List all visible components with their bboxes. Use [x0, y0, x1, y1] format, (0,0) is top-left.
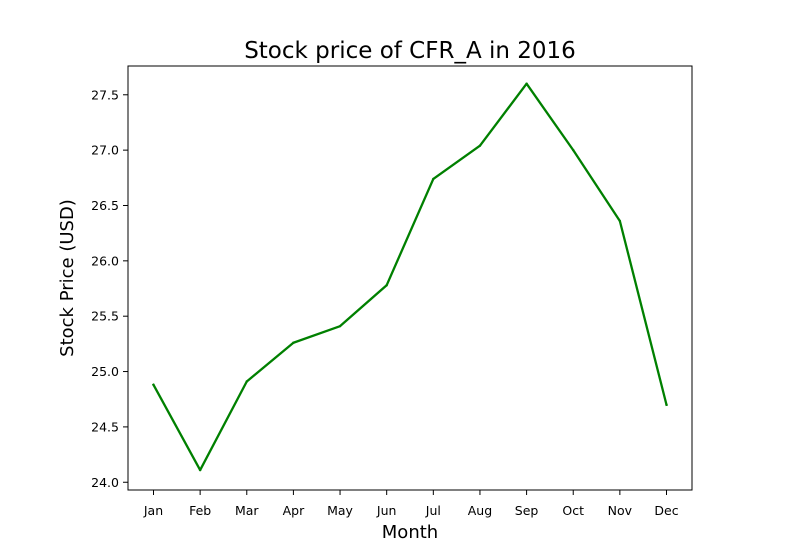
y-axis-title: Stock Price (USD) — [57, 199, 78, 357]
plot-area: 24.0 24.5 25.0 25.5 26.0 26.5 27.0 27.5 Jan Feb M… — [91, 65, 693, 518]
y-tick-label: 26.0 — [91, 253, 119, 268]
data-point — [572, 148, 575, 152]
data-point — [478, 144, 482, 147]
x-tick-label: Feb — [189, 503, 211, 518]
plot-frame — [127, 65, 693, 491]
data-point — [665, 403, 668, 406]
y-tick-label: 27.0 — [91, 143, 119, 158]
x-axis: Jan Feb Mar Apr May Jun Jul Aug Sep Oct Nov Dec — [143, 490, 679, 518]
data-point — [198, 468, 202, 472]
x-tick-label: Jun — [376, 503, 397, 518]
data-point — [338, 324, 342, 328]
series-line — [151, 82, 668, 472]
data-point — [618, 219, 622, 223]
data-point — [385, 283, 388, 287]
x-axis-title: Month — [382, 522, 438, 543]
data-point — [245, 380, 248, 383]
series-layer — [151, 82, 668, 472]
x-tick-label: Jul — [425, 503, 441, 518]
x-tick-label: Sep — [515, 503, 539, 518]
data-point — [292, 341, 295, 344]
y-tick-label: 25.0 — [91, 364, 119, 379]
chart-title: Stock price of CFR_A in 2016 — [244, 38, 576, 64]
y-tick-label: 24.0 — [91, 475, 119, 490]
x-tick-label: Jan — [143, 503, 163, 518]
y-tick-label: 27.5 — [91, 87, 119, 102]
data-point — [432, 177, 435, 181]
data-point — [152, 383, 155, 387]
x-tick-label: Apr — [283, 503, 305, 518]
x-tick-label: Oct — [562, 503, 584, 518]
x-tick-label: Mar — [235, 503, 259, 518]
x-tick-label: Nov — [608, 503, 633, 518]
x-tick-label: May — [327, 503, 353, 518]
y-tick-label: 26.5 — [91, 198, 119, 213]
x-tick-label: Dec — [654, 503, 678, 518]
y-tick-label: 25.5 — [91, 309, 119, 324]
x-tick-label: Aug — [468, 503, 492, 518]
data-point — [525, 82, 528, 85]
y-axis: 24.0 24.5 25.0 25.5 26.0 26.5 27.0 27.5 — [91, 87, 128, 490]
y-tick-label: 24.5 — [91, 419, 119, 434]
